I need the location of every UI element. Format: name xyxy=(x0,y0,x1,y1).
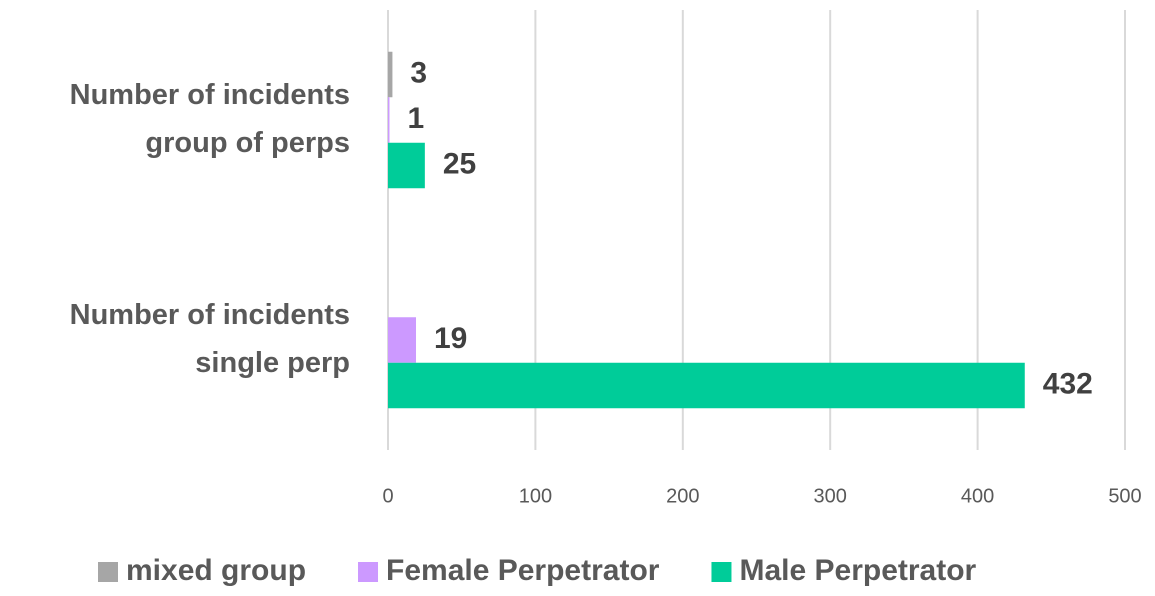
value-label: 1 xyxy=(407,102,424,135)
value-label: 3 xyxy=(410,56,427,89)
x-tick-label: 200 xyxy=(666,485,699,507)
bar xyxy=(388,362,1025,409)
value-label: 432 xyxy=(1043,367,1093,400)
bar xyxy=(388,97,390,143)
legend-label: mixed group xyxy=(126,554,306,587)
legend-swatch xyxy=(358,562,379,582)
x-tick-label: 100 xyxy=(519,485,552,507)
x-tick-label: 300 xyxy=(814,485,847,507)
x-tick-label: 500 xyxy=(1108,485,1141,507)
legend-label: Male Perpetrator xyxy=(739,554,976,587)
legend-label: Female Perpetrator xyxy=(386,554,660,587)
legend-swatch xyxy=(711,562,732,582)
value-label: 19 xyxy=(434,322,467,355)
value-label: 25 xyxy=(443,147,476,180)
x-tick-label: 0 xyxy=(382,485,393,507)
y-tick-label: Number of incidents group of perps xyxy=(70,79,350,159)
x-tick-label: 400 xyxy=(961,485,994,507)
bar xyxy=(388,142,425,189)
legend-swatch xyxy=(98,562,118,582)
y-tick-label: Number of incidents single perp xyxy=(70,299,350,379)
bar xyxy=(388,317,417,363)
bar xyxy=(388,51,393,98)
